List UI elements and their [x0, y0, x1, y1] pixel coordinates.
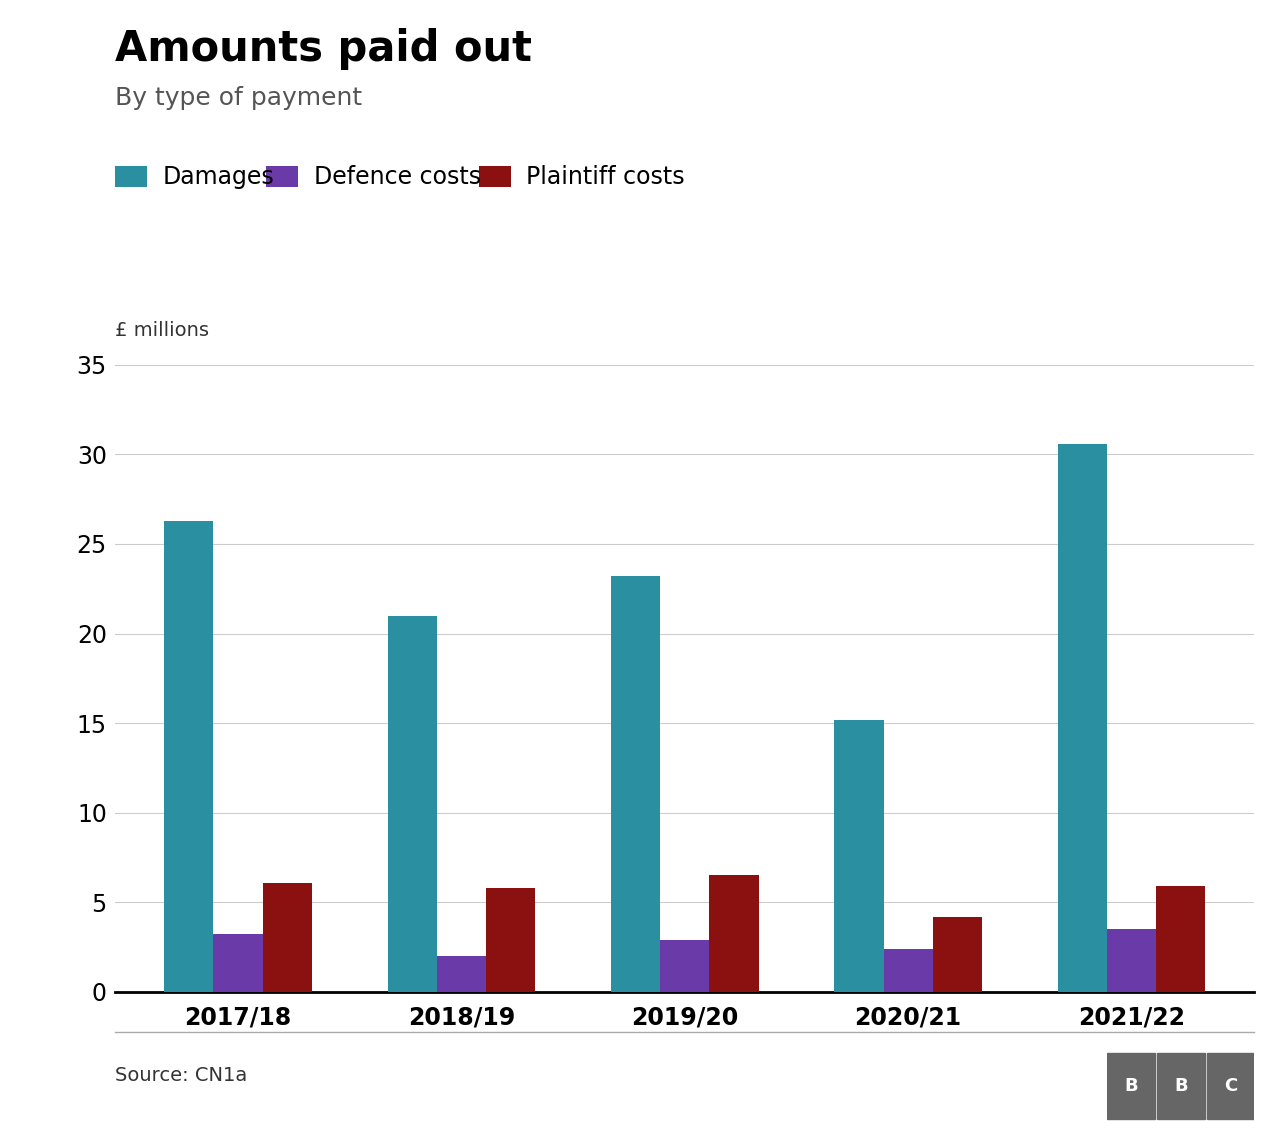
- Bar: [883, 948, 933, 992]
- Text: B: B: [1124, 1077, 1138, 1094]
- Bar: [1156, 886, 1206, 992]
- Bar: [1057, 443, 1107, 992]
- Text: Amounts paid out: Amounts paid out: [115, 28, 532, 71]
- Text: £ millions: £ millions: [115, 320, 209, 340]
- Bar: [933, 917, 982, 992]
- Text: By type of payment: By type of payment: [115, 86, 362, 109]
- Bar: [1107, 1052, 1155, 1119]
- Bar: [262, 882, 312, 992]
- Text: Defence costs: Defence costs: [314, 164, 481, 189]
- Text: C: C: [1224, 1077, 1238, 1094]
- Text: Damages: Damages: [163, 164, 274, 189]
- Bar: [436, 956, 486, 992]
- Bar: [164, 521, 214, 992]
- Text: Plaintiff costs: Plaintiff costs: [526, 164, 685, 189]
- Bar: [388, 616, 436, 992]
- Bar: [835, 719, 883, 992]
- Bar: [660, 939, 709, 992]
- Bar: [486, 888, 535, 992]
- Bar: [1107, 929, 1156, 992]
- Bar: [611, 576, 660, 992]
- Bar: [214, 935, 262, 992]
- Bar: [709, 876, 759, 992]
- Text: Source: CN1a: Source: CN1a: [115, 1066, 247, 1085]
- Bar: [1207, 1052, 1254, 1119]
- Text: B: B: [1174, 1077, 1188, 1094]
- Bar: [1157, 1052, 1204, 1119]
